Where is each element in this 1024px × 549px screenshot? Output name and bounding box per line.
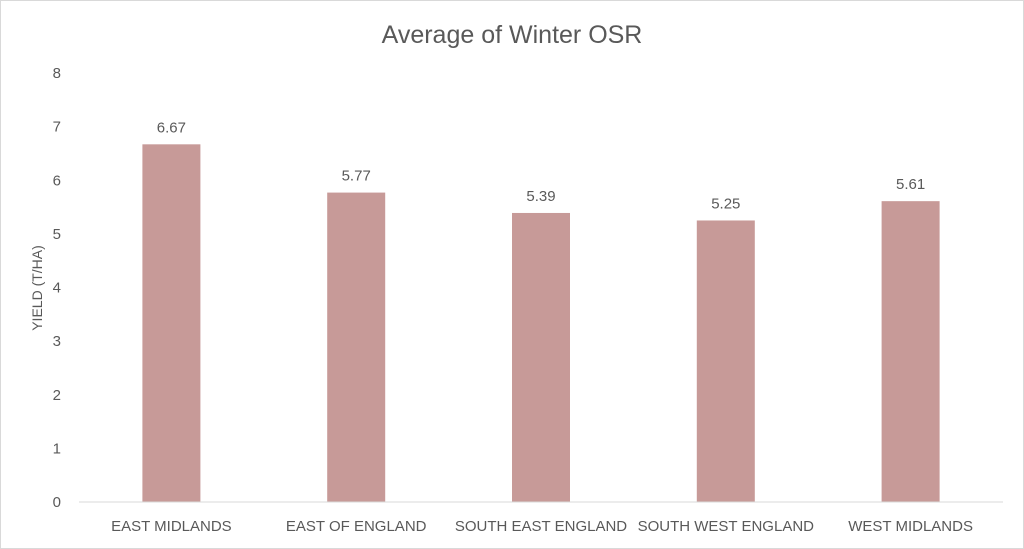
bar	[142, 144, 201, 503]
bars	[142, 144, 940, 503]
x-tick-label: EAST OF ENGLAND	[286, 518, 427, 535]
data-labels: 6.67 5.77 5.39 5.25 5.61	[157, 119, 925, 212]
x-tick-label: SOUTH EAST ENGLAND	[455, 518, 627, 535]
y-tick-label: 7	[53, 119, 61, 136]
data-label: 5.39	[526, 188, 555, 205]
y-tick-label: 6	[53, 172, 61, 189]
bar	[512, 212, 570, 502]
x-axis-ticks: EAST MIDLANDS EAST OF ENGLAND SOUTH EAST E…	[111, 518, 973, 535]
data-label: 6.67	[157, 119, 186, 136]
bar	[327, 192, 386, 503]
x-tick-label: EAST MIDLANDS	[111, 518, 232, 535]
y-tick-label: 8	[53, 65, 61, 82]
y-axis-ticks: 0 1 2 3 4 5 6 7 8	[53, 65, 61, 511]
y-axis-label: YIELD (T/HA)	[29, 245, 45, 331]
x-tick-label: WEST MIDLANDS	[848, 518, 973, 535]
x-tick-label: SOUTH WEST ENGLAND	[638, 518, 815, 535]
y-tick-label: 1	[53, 440, 61, 457]
y-tick-label: 0	[53, 494, 61, 511]
y-tick-label: 3	[53, 333, 61, 350]
data-label: 5.77	[342, 168, 371, 185]
y-tick-label: 5	[53, 226, 61, 243]
bar	[696, 220, 755, 502]
y-tick-label: 2	[53, 387, 61, 404]
y-tick-label: 4	[53, 280, 61, 297]
data-label: 5.61	[896, 176, 925, 193]
bar	[881, 201, 940, 502]
data-label: 5.25	[711, 195, 740, 212]
chart-title: Average of Winter OSR	[382, 21, 643, 49]
